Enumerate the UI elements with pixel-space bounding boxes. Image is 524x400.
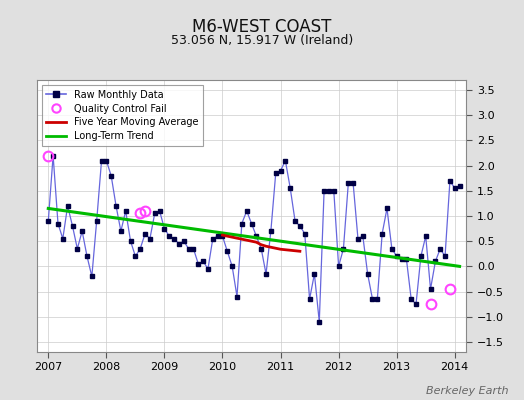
Text: M6-WEST COAST: M6-WEST COAST [192,18,332,36]
Text: Berkeley Earth: Berkeley Earth [426,386,508,396]
Y-axis label: Temperature Anomaly (°C): Temperature Anomaly (°C) [523,142,524,290]
Legend: Raw Monthly Data, Quality Control Fail, Five Year Moving Average, Long-Term Tren: Raw Monthly Data, Quality Control Fail, … [41,85,203,146]
Text: 53.056 N, 15.917 W (Ireland): 53.056 N, 15.917 W (Ireland) [171,34,353,47]
